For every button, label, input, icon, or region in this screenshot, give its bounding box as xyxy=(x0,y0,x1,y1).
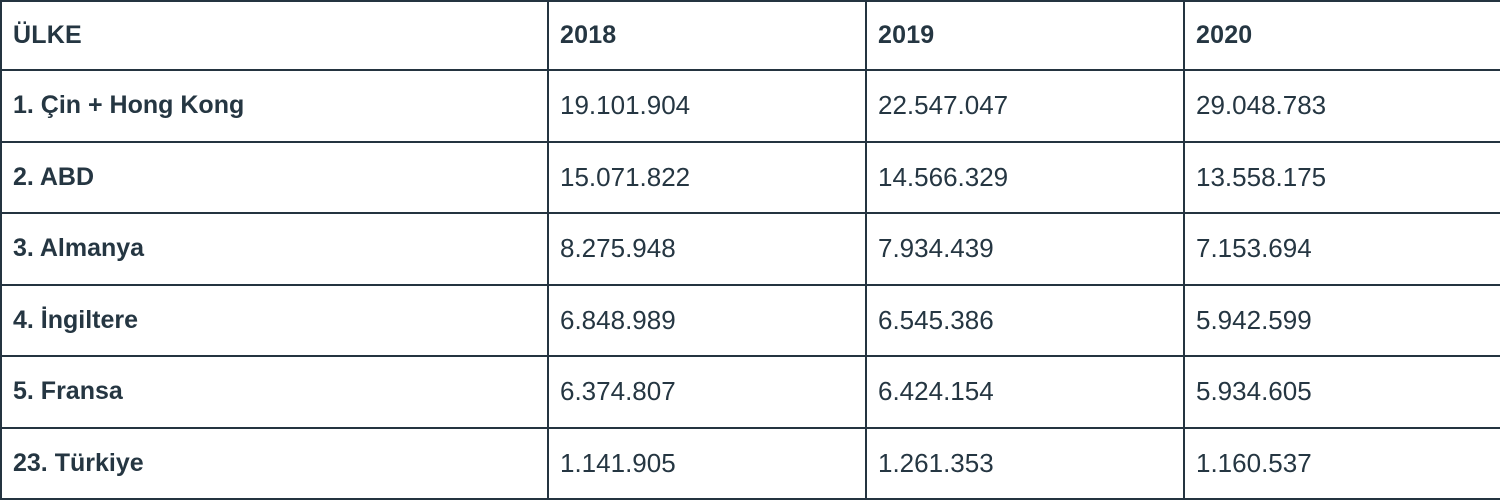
value-2019: 6.424.154 xyxy=(865,355,1185,429)
table-row: 5. Fransa 6.374.807 6.424.154 5.934.605 xyxy=(0,355,1500,429)
country-name: 4. İngiltere xyxy=(0,283,549,357)
country-name: 2. ABD xyxy=(0,140,549,214)
value-2018: 19.101.904 xyxy=(547,69,867,143)
header-cell-2020: 2020 xyxy=(1183,0,1500,71)
country-name: 23. Türkiye xyxy=(0,426,549,500)
country-name: 3. Almanya xyxy=(0,212,549,286)
value-2019: 1.261.353 xyxy=(865,426,1185,500)
value-2019: 14.566.329 xyxy=(865,140,1185,214)
country-name: 1. Çin + Hong Kong xyxy=(0,69,549,143)
value-2020: 7.153.694 xyxy=(1183,212,1500,286)
value-2018: 1.141.905 xyxy=(547,426,867,500)
value-2019: 6.545.386 xyxy=(865,283,1185,357)
value-2020: 29.048.783 xyxy=(1183,69,1500,143)
table-row: 2. ABD 15.071.822 14.566.329 13.558.175 xyxy=(0,140,1500,214)
value-2020: 5.942.599 xyxy=(1183,283,1500,357)
table-row: 3. Almanya 8.275.948 7.934.439 7.153.694 xyxy=(0,212,1500,286)
table-row: 1. Çin + Hong Kong 19.101.904 22.547.047… xyxy=(0,69,1500,143)
value-2019: 22.547.047 xyxy=(865,69,1185,143)
value-2018: 6.374.807 xyxy=(547,355,867,429)
header-cell-2018: 2018 xyxy=(547,0,867,71)
value-2018: 15.071.822 xyxy=(547,140,867,214)
value-2018: 8.275.948 xyxy=(547,212,867,286)
value-2020: 1.160.537 xyxy=(1183,426,1500,500)
value-2020: 5.934.605 xyxy=(1183,355,1500,429)
country-name: 5. Fransa xyxy=(0,355,549,429)
value-2018: 6.848.989 xyxy=(547,283,867,357)
header-cell-ulke: ÜLKE xyxy=(0,0,549,71)
value-2020: 13.558.175 xyxy=(1183,140,1500,214)
header-cell-2019: 2019 xyxy=(865,0,1185,71)
table-row: 4. İngiltere 6.848.989 6.545.386 5.942.5… xyxy=(0,283,1500,357)
table-row: 23. Türkiye 1.141.905 1.261.353 1.160.53… xyxy=(0,426,1500,500)
value-2019: 7.934.439 xyxy=(865,212,1185,286)
header-row: ÜLKE 2018 2019 2020 xyxy=(0,0,1500,71)
